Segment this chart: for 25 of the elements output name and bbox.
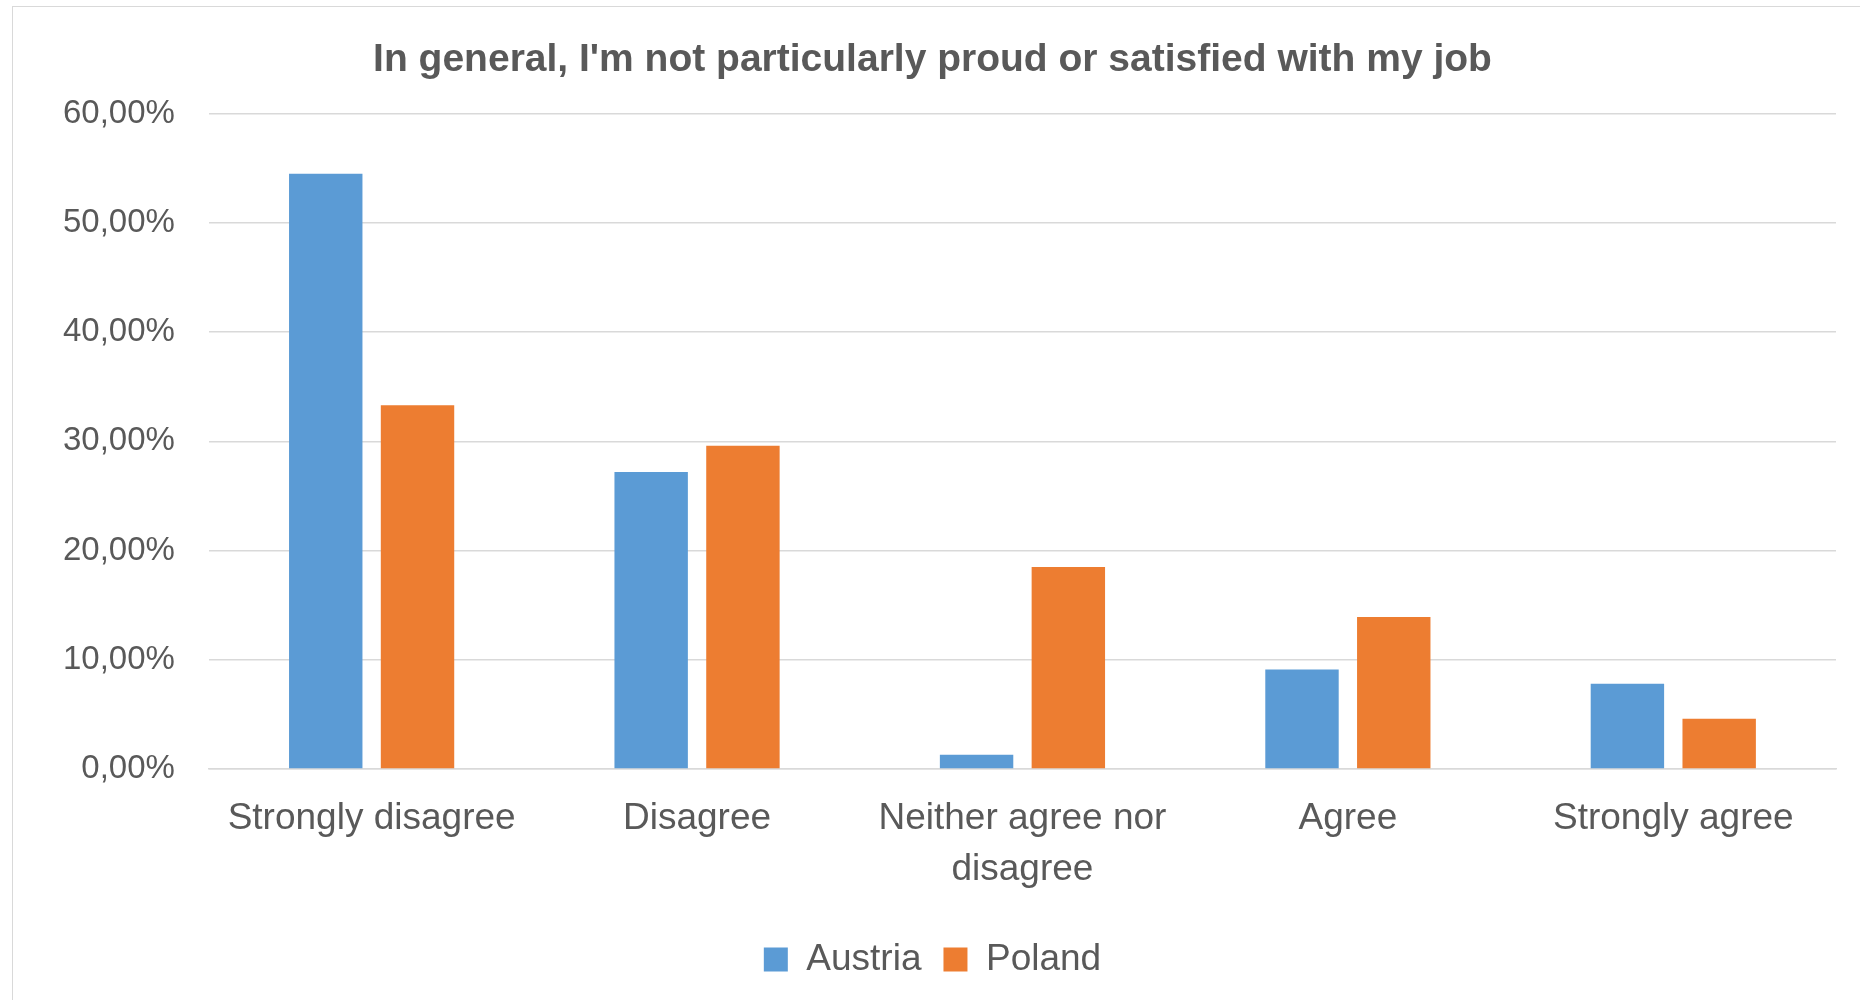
bar	[1682, 718, 1756, 769]
bar	[706, 445, 780, 769]
x-tick-label: Strongly agree	[1552, 795, 1794, 837]
y-tick-label: 50,00%	[62, 202, 175, 240]
y-tick-label: 60,00%	[62, 92, 175, 130]
bar	[380, 405, 455, 769]
bar	[1265, 669, 1339, 769]
legend-label: Poland	[985, 936, 1102, 978]
y-tick-label: 10,00%	[62, 638, 175, 676]
bar	[1357, 617, 1431, 769]
x-tick-label: Agree	[1298, 795, 1398, 837]
x-tick-label: Disagree	[623, 795, 772, 837]
x-tick-label: Strongly disagree	[227, 795, 516, 837]
bar	[289, 173, 363, 769]
y-tick-label: 30,00%	[62, 420, 175, 458]
bar	[1590, 683, 1665, 769]
bar	[614, 471, 688, 769]
bar	[939, 754, 1014, 769]
bar	[1031, 566, 1106, 769]
y-tick-label: 40,00%	[62, 311, 175, 349]
chart-title: In general, I'm not particularly proud or satisfied with my job	[373, 36, 1492, 80]
y-tick-label: 20,00%	[62, 529, 175, 567]
x-tick-label: Neither agree nor disagree	[878, 795, 1167, 888]
y-tick-label: 0,00%	[81, 747, 175, 785]
legend-label: Austria	[806, 936, 922, 978]
